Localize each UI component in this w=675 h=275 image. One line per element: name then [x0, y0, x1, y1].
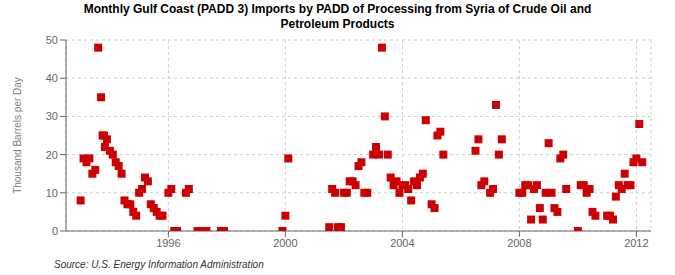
svg-text:2008: 2008	[507, 237, 531, 249]
svg-text:50: 50	[46, 34, 58, 46]
html-text:Petroleum Products: Petroleum Products	[280, 17, 395, 31]
svg-text:40: 40	[46, 72, 58, 84]
html-text:Monthly Gulf Coast (PADD 3) Im: Monthly Gulf Coast (PADD 3) Imports by P…	[83, 2, 592, 16]
svg-text:Thousand Barrels per Day: Thousand Barrels per Day	[12, 77, 23, 194]
svg-text:1996: 1996	[156, 237, 180, 249]
html-text:Source: U.S. Energy Informatio: Source: U.S. Energy Information Administ…	[54, 259, 264, 270]
svg-text:2000: 2000	[273, 237, 297, 249]
svg-text:30: 30	[46, 110, 58, 122]
svg-text:2004: 2004	[390, 237, 414, 249]
svg-text:2012: 2012	[624, 237, 648, 249]
svg-text:20: 20	[46, 149, 58, 161]
svg-text:0: 0	[52, 225, 58, 237]
svg-text:10: 10	[46, 187, 58, 199]
